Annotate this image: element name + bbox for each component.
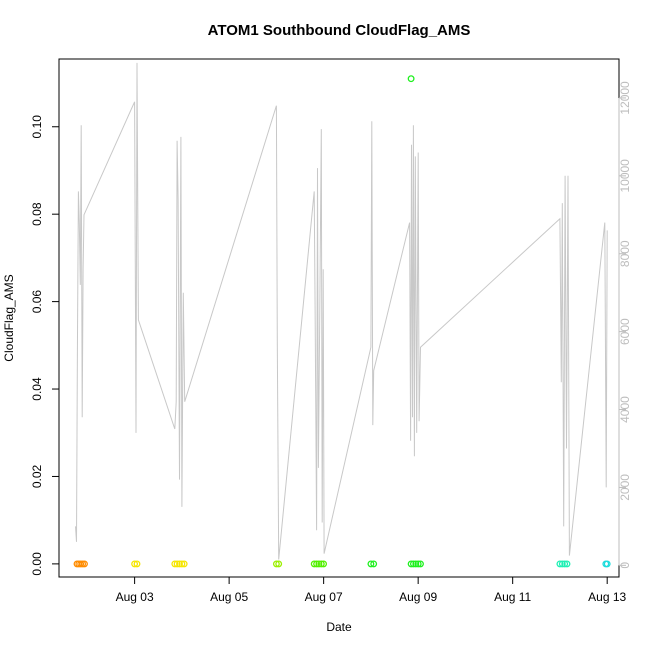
y2-axis: 0 2000 4000 6000 8000 10000 12000 (618, 81, 632, 569)
data-point (173, 560, 181, 568)
data-point (176, 560, 183, 568)
x-tick-label: Aug 11 (494, 590, 531, 604)
y-tick-label: 0.08 (30, 202, 44, 226)
x-axis-label: Date (326, 620, 352, 634)
data-point (180, 560, 188, 568)
data-point (563, 560, 571, 568)
data-point (131, 560, 139, 568)
points-layer (73, 75, 611, 568)
line-series-path (75, 62, 608, 560)
data-point (407, 75, 415, 83)
data-point (370, 560, 378, 568)
y-tick-label: 0.10 (30, 115, 44, 139)
data-point (313, 560, 321, 568)
data-point (556, 560, 564, 568)
y2-tick-label: 4000 (618, 396, 632, 423)
data-point (407, 560, 415, 568)
data-point (317, 560, 325, 568)
data-point (133, 560, 141, 568)
y-tick-label: 0.06 (30, 290, 44, 314)
x-tick-label: Aug 03 (116, 590, 154, 604)
chart-title: ATOM1 Southbound CloudFlag_AMS (208, 22, 471, 39)
data-point (367, 560, 375, 568)
y2-tick-label: 2000 (618, 474, 632, 501)
y-axis-label: CloudFlag_AMS (2, 274, 16, 361)
data-point (558, 560, 566, 568)
x-tick-label: Aug 07 (305, 590, 343, 604)
y2-tick-label: 8000 (618, 240, 632, 267)
y2-tick-label: 0 (618, 562, 632, 569)
data-point (171, 560, 179, 568)
data-point (81, 560, 88, 568)
y2-tick-label: 10000 (618, 159, 632, 193)
data-point (178, 560, 186, 568)
data-point (561, 560, 569, 568)
x-axis: Aug 03 Aug 05 Aug 07 Aug 09 Aug 11 Aug 13 (116, 576, 627, 604)
data-point (310, 560, 318, 568)
data-point (275, 560, 283, 568)
y-axis: 0.00 0.02 0.04 0.06 0.08 0.10 (30, 115, 60, 576)
y2-tick-label: 6000 (618, 318, 632, 345)
y2-tick-label: 12000 (618, 81, 632, 115)
data-point (412, 560, 420, 568)
data-point (272, 560, 280, 568)
data-point (603, 560, 611, 568)
x-tick-label: Aug 09 (399, 590, 437, 604)
data-point (320, 560, 328, 568)
x-tick-label: Aug 13 (588, 590, 626, 604)
plot-frame (58, 58, 620, 578)
line-series-layer (75, 62, 608, 560)
y-tick-label: 0.02 (30, 464, 44, 488)
y-tick-label: 0.04 (30, 377, 44, 401)
data-point (417, 560, 424, 568)
x-tick-label: Aug 05 (210, 590, 248, 604)
data-point (315, 560, 323, 568)
data-point (414, 560, 422, 568)
data-point (409, 560, 417, 568)
y-tick-label: 0.00 (30, 552, 44, 576)
